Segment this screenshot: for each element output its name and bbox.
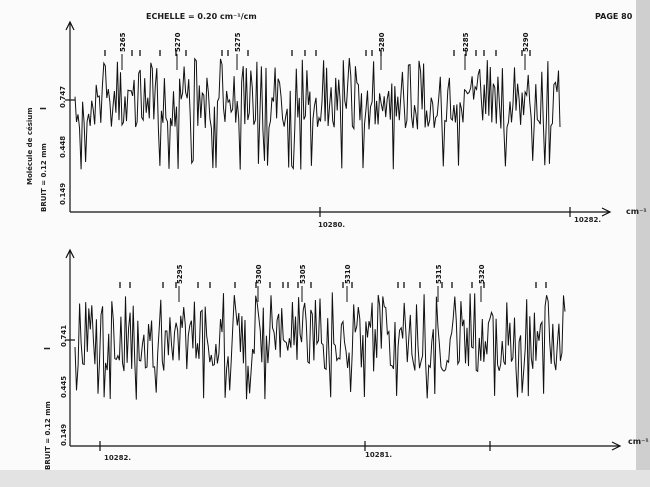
line-number-label: 5280	[378, 32, 386, 52]
panel-2-y-arrow	[65, 248, 75, 259]
line-number-label: 5300	[255, 264, 263, 284]
panel-1-y-tick-label: 0.747	[59, 86, 67, 108]
panel-2-unit: cm⁻¹	[628, 437, 649, 446]
panel-2-y-tick-label: 0.149	[60, 424, 68, 446]
scanner-edge-bottom	[0, 470, 650, 487]
panel-2-axes	[65, 248, 622, 451]
line-number-label: 5290	[522, 32, 530, 52]
panel-1-axes	[65, 20, 612, 217]
scale-label: ECHELLE = 0.20 cm⁻¹/cm	[146, 12, 257, 21]
panel-2-line-markers	[119, 282, 547, 288]
panel-1-unit: cm⁻¹	[626, 207, 647, 216]
line-number-label: 5295	[176, 264, 184, 284]
panel-1-x-tick-label: 10280.	[318, 221, 345, 229]
line-number-label: 5305	[299, 264, 307, 284]
panel-1-x-arrow	[601, 207, 612, 217]
line-number-label: 5310	[344, 264, 352, 284]
line-number-label: 5320	[478, 264, 486, 284]
scanner-edge-right	[636, 0, 650, 487]
panel-1-line-markers	[104, 50, 531, 56]
panel-1-y-tick-label: 0.448	[59, 136, 67, 158]
panel-2-x-arrow	[611, 441, 622, 451]
line-number-label: 5285	[462, 32, 470, 52]
line-number-label: 5275	[234, 32, 242, 52]
panel-1-y-tick-label: 0.149	[59, 183, 67, 205]
panel-2-marker: I	[43, 347, 52, 350]
line-number-label: 5270	[174, 32, 182, 52]
panel-2-y-tick-label: 0.741	[60, 325, 68, 347]
panel-2-line-numbers: 5295 5300 5305 5310 5315 5320	[176, 264, 486, 302]
panel-2-y-tick-label: 0.445	[60, 376, 68, 398]
panel-1-molecule-label: Molécule de césium	[26, 107, 34, 185]
panel-2-spectrum-trace	[74, 292, 566, 400]
line-number-label: 5265	[119, 32, 127, 52]
panel-1-spectrum-trace	[74, 57, 561, 171]
panel-1-line-numbers: 5265 5270 5275 5280 5285 5290	[119, 32, 530, 70]
panel-2-x-tick-label: 10281.	[365, 451, 392, 459]
panel-1-y-arrow	[65, 20, 75, 31]
page-number: PAGE 80	[595, 12, 633, 21]
panel-1-marker: I	[39, 107, 48, 110]
panel-2-noise-label: BRUIT = 0.12 mm	[44, 401, 52, 470]
panel-1-noise-label: BRUIT = 0.12 mm	[40, 143, 48, 212]
line-number-label: 5315	[435, 264, 443, 284]
panel-1-x-tick-label: 10282.	[574, 216, 601, 224]
panel-2-x-tick-label: 10282.	[104, 454, 131, 462]
